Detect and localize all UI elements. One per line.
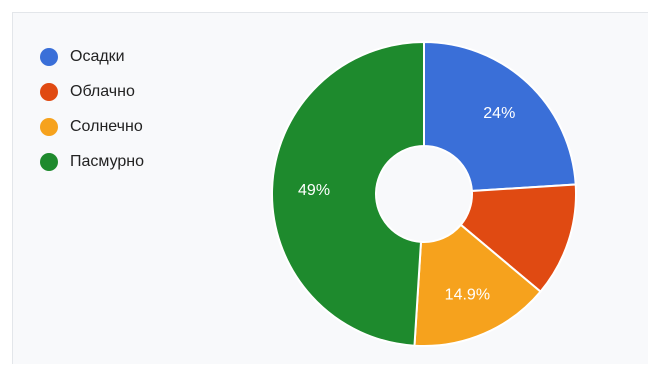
chart-legend: Осадки Облачно Солнечно Пасмурно [40, 47, 144, 187]
legend-label: Осадки [70, 48, 125, 65]
legend-swatch [40, 118, 58, 136]
slice-label-3: 49% [298, 182, 330, 199]
legend-swatch [40, 48, 58, 66]
legend-swatch [40, 153, 58, 171]
legend-label: Пасмурно [70, 153, 145, 170]
legend-item-cloudy[interactable]: Облачно [40, 82, 144, 102]
legend-item-sunny[interactable]: Солнечно [40, 117, 144, 137]
legend-item-overcast[interactable]: Пасмурно [40, 152, 144, 172]
slice-label-2: 14.9% [445, 286, 490, 303]
pie-slice-1[interactable] [459, 183, 577, 294]
pie-slice-2[interactable] [413, 223, 542, 347]
legend-label: Солнечно [70, 118, 143, 135]
legend-swatch [40, 83, 58, 101]
pie-slice-3[interactable] [271, 40, 425, 347]
legend-label: Облачно [70, 83, 135, 100]
pie-slice-0[interactable] [423, 40, 577, 193]
legend-item-precipitation[interactable]: Осадки [40, 47, 144, 67]
slice-label-0: 24% [483, 105, 515, 122]
